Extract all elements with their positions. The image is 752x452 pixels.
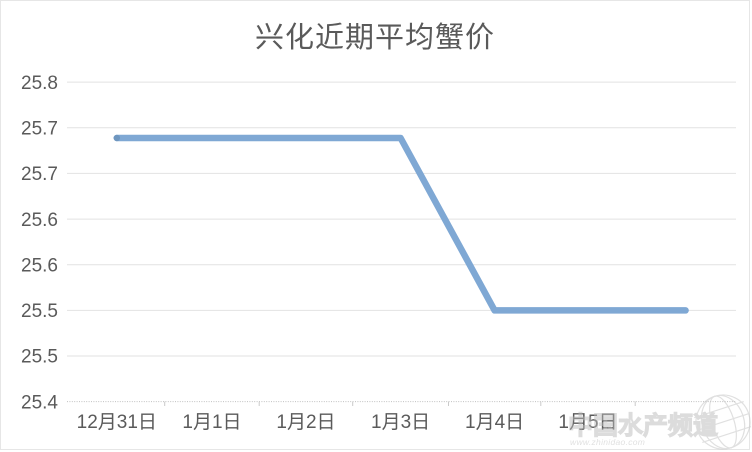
svg-text:1月2日: 1月2日 [276, 412, 335, 433]
svg-text:1月3日: 1月3日 [371, 412, 430, 433]
svg-text:25.5: 25.5 [21, 347, 58, 368]
svg-text:中国水产频道: 中国水产频道 [568, 411, 718, 440]
svg-text:1月4日: 1月4日 [465, 412, 524, 433]
svg-text:25.7: 25.7 [21, 164, 58, 185]
svg-text:25.7: 25.7 [21, 119, 58, 140]
svg-text:25.6: 25.6 [21, 210, 58, 231]
svg-text:12月31日: 12月31日 [77, 412, 157, 433]
svg-text:1月1日: 1月1日 [182, 412, 241, 433]
svg-text:www.zhinidao.com: www.zhinidao.com [570, 437, 645, 447]
svg-text:25.5: 25.5 [21, 301, 58, 322]
svg-text:25.4: 25.4 [21, 392, 58, 413]
svg-text:25.8: 25.8 [21, 73, 58, 94]
svg-text:25.6: 25.6 [21, 255, 58, 276]
